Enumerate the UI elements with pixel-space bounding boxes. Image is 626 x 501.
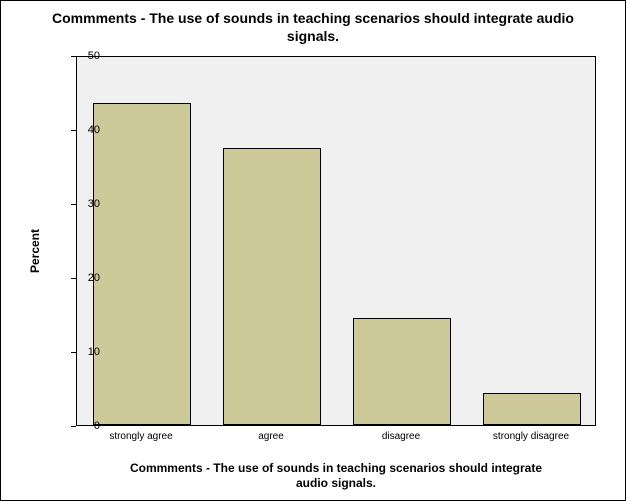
x-axis-label: Commments - The use of sounds in teachin…: [76, 461, 596, 492]
bar: [93, 103, 191, 425]
x-tick-label: agree: [258, 431, 284, 442]
x-tick-label: disagree: [382, 431, 420, 442]
y-tick-mark: [71, 278, 76, 279]
y-tick-mark: [71, 352, 76, 353]
y-tick-mark: [71, 426, 76, 427]
chart-container: Commments - The use of sounds in teachin…: [0, 0, 626, 501]
y-tick-mark: [71, 130, 76, 131]
plot-area: [76, 56, 596, 426]
y-tick-mark: [71, 204, 76, 205]
x-tick-label: strongly disagree: [493, 431, 569, 442]
chart-title: Commments - The use of sounds in teachin…: [1, 9, 625, 45]
y-axis-label: Percent: [28, 228, 42, 272]
bar: [483, 393, 581, 425]
y-tick-mark: [71, 56, 76, 57]
bar: [223, 148, 321, 426]
bar: [353, 318, 451, 425]
x-tick-label: strongly agree: [109, 431, 172, 442]
